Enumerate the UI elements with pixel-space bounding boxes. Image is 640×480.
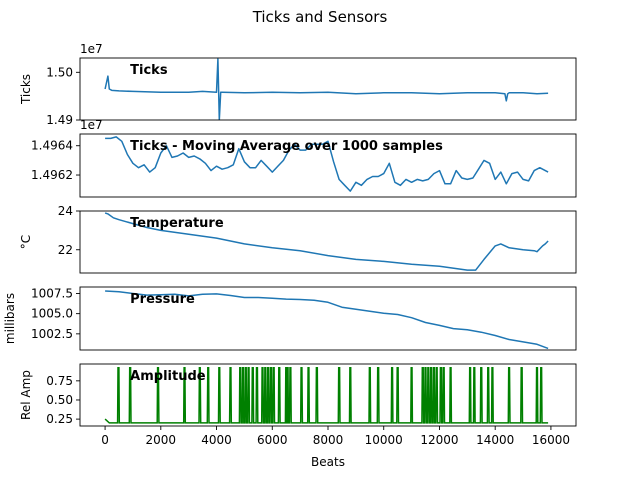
y-tick-label: 1.4962 [31,168,73,182]
panel-temperature: 22 24 Temperature °C [19,204,577,274]
y-tick-label: 1.50 [46,65,73,79]
x-tick-label: 4000 [201,433,232,447]
y-axis-label: °C [19,235,33,249]
x-tick-label: 2000 [146,433,177,447]
y-tick-label: 1007.5 [31,286,73,300]
y-tick-label: 0.50 [46,393,73,407]
y-exponent-label: 1e7 [80,42,103,56]
panel-ticks-moving-average: 1.4962 1.4964 Ticks - Moving Average over … [31,118,577,198]
panel-frame [79,57,577,121]
y-axis-label: millibars [3,293,17,344]
y-tick-label: 1.49 [46,113,73,127]
y-tick-label: 22 [58,243,73,257]
panel-frame [79,286,577,351]
y-axis-label: Rel Amp [19,370,33,420]
panel-ticks: 1.49 1.50 Ticks Ticks 1e7 [19,42,577,127]
y-tick-label: 1005.0 [31,307,73,321]
y-tick-label: 1.4964 [31,139,73,153]
x-tick-label: 6000 [257,433,288,447]
x-tick-label: 0 [101,433,109,447]
y-tick-label: 1002.5 [31,327,73,341]
y-axis-label: Ticks [19,74,33,105]
panel-frame [79,210,577,274]
x-tick-label: 14000 [476,433,514,447]
y-tick-label: 24 [58,204,73,218]
ticks-series-line [104,58,549,120]
panel-title: Pressure [130,292,195,307]
x-tick-label: 10000 [365,433,403,447]
x-tick-label: 8000 [313,433,344,447]
panel-title: Amplitude [130,369,206,384]
panel-amplitude: 0.25 0.50 0.75 Amplitude Rel Amp 0 2000 4000 600… [19,363,577,469]
amplitude-series-line [104,367,549,424]
panel-title: Temperature [130,216,224,231]
x-tick-label: 16000 [532,433,570,447]
panel-pressure: 1002.5 1005.0 1007.5 Pressure millibars [3,286,577,351]
panel-title: Ticks - Moving Average over 1000 samples [130,139,443,154]
panel-frame [79,133,577,198]
temperature-series-line [104,212,549,271]
panel-title: Ticks [130,63,168,78]
y-tick-label: 0.25 [46,412,73,426]
y-tick-label: 0.75 [46,374,73,388]
figure-title: Ticks and Sensors [252,8,388,26]
x-tick-label: 12000 [420,433,458,447]
y-exponent-label: 1e7 [80,118,103,132]
x-axis-label: Beats [311,455,345,469]
pressure-series-line [105,290,549,350]
ticks-moving-average-series-line [105,136,549,192]
